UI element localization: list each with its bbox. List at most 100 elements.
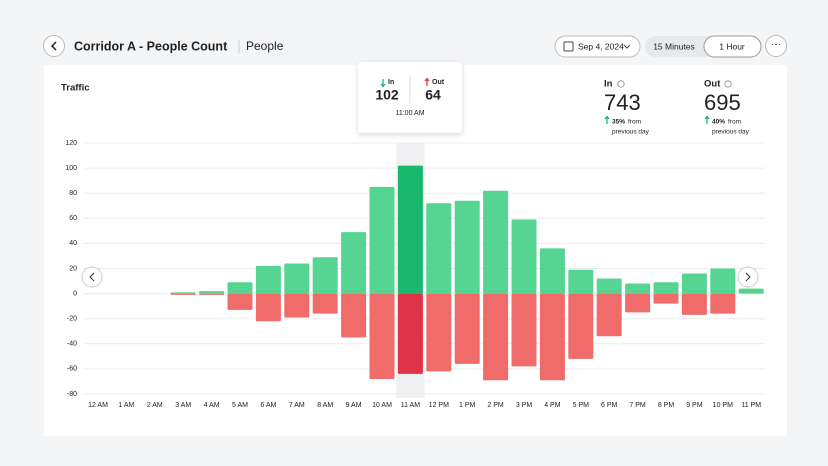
- bar: [426, 203, 452, 294]
- back-icon: [50, 41, 57, 51]
- stat-value: 743: [604, 90, 641, 115]
- x-tick-label: 12 PM: [429, 402, 449, 409]
- back-button[interactable]: [43, 35, 65, 57]
- bar: [568, 293, 594, 359]
- calendar-icon: [563, 41, 574, 52]
- bar: [170, 292, 196, 294]
- bar: [596, 293, 622, 337]
- x-tick-label: 12 AM: [88, 402, 108, 409]
- bar: [625, 293, 651, 313]
- y-tick-label: 20: [69, 265, 77, 272]
- stat-change: 35%: [612, 119, 625, 126]
- card-title: Traffic: [61, 83, 90, 94]
- bar: [284, 293, 310, 318]
- bar: [539, 293, 565, 381]
- up-arrow: [604, 115, 610, 124]
- interval-option[interactable]: 1 Hour: [719, 41, 745, 51]
- stat-change: 40%: [712, 119, 725, 126]
- bar: [681, 273, 707, 294]
- stat-label: Out: [704, 79, 721, 90]
- y-tick-label: -40: [67, 341, 77, 348]
- bar: [738, 288, 764, 294]
- interval-selected[interactable]: [703, 35, 762, 58]
- chevron: [623, 44, 631, 49]
- y-tick-label: 100: [65, 165, 77, 172]
- x-tick-label: 8 PM: [658, 402, 675, 409]
- more-icon: ⋯: [771, 40, 781, 51]
- bar: [710, 268, 736, 294]
- y-tick-label: 80: [69, 190, 77, 197]
- page-subtitle: People: [246, 39, 284, 53]
- x-tick-label: 5 PM: [573, 402, 590, 409]
- bar: [341, 293, 367, 338]
- x-tick-label: 4 AM: [204, 402, 220, 409]
- bar: [369, 293, 395, 379]
- down-arrow: [380, 79, 386, 88]
- tooltip-value: 64: [425, 87, 441, 103]
- x-tick-label: 3 PM: [516, 402, 533, 409]
- bar: [483, 190, 509, 294]
- x-tick-label: 7 AM: [289, 402, 305, 409]
- up-arrow: [424, 77, 430, 86]
- bar: [596, 278, 622, 294]
- stat-change-text: previous day: [612, 129, 650, 136]
- x-tick-label: 8 AM: [317, 402, 333, 409]
- x-tick-label: 11 PM: [741, 402, 761, 409]
- x-tick-label: 3 AM: [175, 402, 191, 409]
- bar: [199, 291, 225, 294]
- x-tick-label: 9 PM: [686, 402, 703, 409]
- tooltip-time: 11:00 AM: [395, 110, 424, 117]
- bar: [483, 293, 509, 381]
- bar: [284, 263, 310, 294]
- info-icon: [617, 80, 625, 88]
- bar: [454, 200, 480, 294]
- bar: [255, 265, 281, 294]
- bar: [710, 293, 736, 314]
- y-tick-label: 120: [65, 140, 77, 147]
- stat-change-text: previous day: [712, 129, 750, 136]
- bar: [227, 293, 253, 310]
- page-title: Corridor A - People Count: [74, 39, 228, 53]
- bar: [539, 248, 565, 294]
- next-icon: [745, 272, 751, 282]
- bar: [511, 293, 537, 367]
- x-tick-label: 10 AM: [372, 402, 392, 409]
- bar: [312, 257, 338, 294]
- more-button[interactable]: [765, 35, 787, 57]
- y-tick-label: -20: [67, 316, 77, 323]
- date-picker[interactable]: [554, 35, 641, 58]
- stat-change-text: from: [728, 119, 741, 126]
- next-button[interactable]: [737, 266, 759, 288]
- plot: -80 -60 -40 -20 0 20 40 60 80 100 120 12 AM 1 AM 2 AM…: [65, 140, 765, 409]
- x-tick-label: 1 AM: [118, 402, 134, 409]
- y-tick-label: 0: [73, 290, 77, 297]
- x-tick-label: 11 AM: [401, 402, 420, 409]
- x-tick-label: 10 PM: [713, 402, 733, 409]
- y-tick-label: -80: [67, 391, 77, 398]
- bar: [170, 293, 196, 295]
- up-arrow: [704, 115, 710, 124]
- prev-button[interactable]: [81, 266, 103, 288]
- stat-value: 695: [704, 90, 741, 115]
- x-tick-label: 9 AM: [346, 402, 362, 409]
- x-tick-label: 2 PM: [487, 402, 504, 409]
- bar: [341, 232, 367, 294]
- tooltip-label: Out: [432, 79, 445, 86]
- bar: [426, 293, 452, 372]
- x-tick-label: 7 PM: [629, 402, 646, 409]
- interval-option[interactable]: 15 Minutes: [653, 41, 695, 51]
- bar: [454, 293, 480, 364]
- bar: [681, 293, 707, 315]
- bar: [653, 293, 679, 304]
- bar: [199, 293, 225, 295]
- x-tick-label: 1 PM: [459, 402, 476, 409]
- bar: [625, 283, 651, 294]
- stat-change-text: from: [628, 119, 641, 126]
- bar: [397, 293, 423, 374]
- bar: [397, 165, 423, 294]
- bar: [568, 269, 594, 294]
- bar: [653, 282, 679, 294]
- bar: [312, 293, 338, 314]
- tooltip-label: In: [388, 79, 394, 86]
